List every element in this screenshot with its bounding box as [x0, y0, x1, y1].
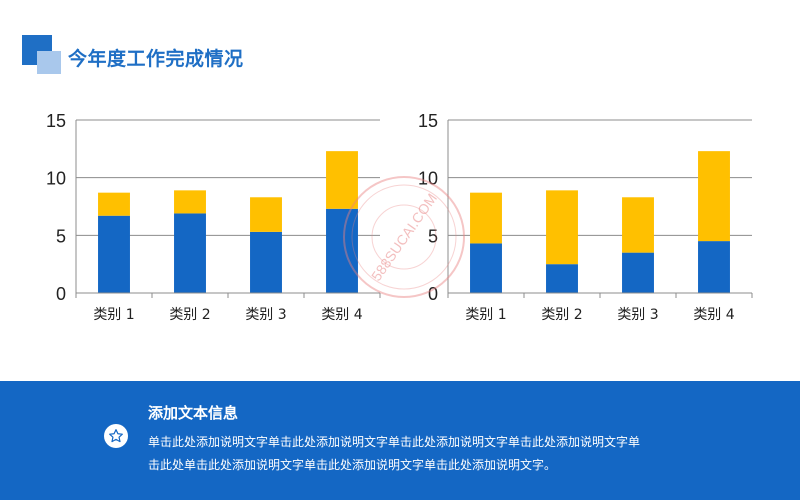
x-category-label: 类别 4: [693, 307, 734, 323]
y-tick-label: 0: [428, 284, 438, 304]
x-category-label: 类别 3: [617, 307, 658, 323]
footer-description: 单击此处添加说明文字单击此处添加说明文字单击此处添加说明文字单击此处添加说明文字…: [148, 431, 708, 477]
footer-band: [0, 381, 800, 500]
footer-text-line-2: 击此处单击此处添加说明文字单击此处添加说明文字单击此处添加说明文字。: [148, 458, 557, 472]
bar-series-1: [470, 243, 502, 293]
bar-series-1: [98, 215, 130, 293]
bar-series-1: [546, 264, 578, 293]
title-logo-square-light: [37, 51, 61, 74]
bar-series-2: [326, 151, 358, 209]
x-category-label: 类别 2: [541, 307, 582, 323]
x-category-label: 类别 2: [169, 307, 210, 323]
bar-series-1: [622, 252, 654, 293]
footer-text-line-1: 单击此处添加说明文字单击此处添加说明文字单击此处添加说明文字单击此处添加说明文字…: [148, 435, 641, 449]
y-tick-label: 10: [46, 169, 66, 189]
x-category-label: 类别 4: [321, 307, 362, 323]
star-icon: [104, 424, 128, 448]
y-tick-label: 0: [56, 284, 66, 304]
bar-series-2: [698, 151, 730, 242]
bar-series-1: [250, 231, 282, 293]
bar-series-2: [622, 197, 654, 253]
chart-svg: 0 5 10 15 类别 1 类别 2 类别 3 类别 4: [418, 111, 753, 323]
chart-svg: 0 5 10 15 类别 1 类别 2 类别 3 类别 4: [46, 111, 381, 323]
bar-series-2: [98, 192, 130, 216]
y-tick-label: 15: [418, 111, 438, 131]
x-category-label: 类别 1: [93, 307, 134, 323]
x-category-label: 类别 1: [465, 307, 506, 323]
x-category-label: 类别 3: [245, 307, 286, 323]
page-title: 今年度工作完成情况: [68, 48, 244, 70]
bar-series-1: [326, 208, 358, 293]
y-tick-label: 5: [56, 226, 66, 246]
bar-series-2: [470, 192, 502, 244]
chart-left: 0 5 10 15 类别 1 类别 2 类别 3 类别 4: [24, 100, 384, 330]
y-tick-label: 10: [418, 169, 438, 189]
bar-series-2: [546, 190, 578, 265]
bar-series-1: [174, 213, 206, 293]
y-tick-label: 5: [428, 226, 438, 246]
y-tick-label: 15: [46, 111, 66, 131]
bar-series-2: [174, 190, 206, 214]
chart-right: 0 5 10 15 类别 1 类别 2 类别 3 类别 4: [396, 100, 756, 330]
bar-series-1: [698, 241, 730, 293]
footer-title: 添加文本信息: [148, 404, 239, 422]
bar-series-2: [250, 197, 282, 232]
